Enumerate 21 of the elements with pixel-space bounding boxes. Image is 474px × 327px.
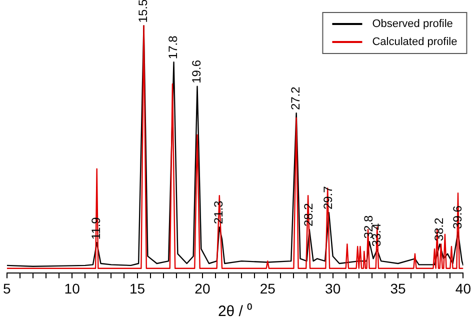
x-axis-title: 2θ / ⁰ (218, 303, 252, 320)
annotation: 29.7 (321, 186, 336, 210)
x-tick-label: 20 (194, 280, 210, 296)
x-tick-label: 35 (390, 280, 406, 296)
legend-label: Calculated profile (372, 36, 458, 48)
annotation: 38.2 (432, 217, 446, 242)
annotation: 27.2 (288, 86, 303, 110)
annotation: 17.8 (166, 35, 180, 60)
annotation: 39.6 (450, 205, 464, 229)
annotation: 15.5 (136, 0, 150, 23)
legend-label: Observed profile (372, 18, 453, 30)
x-tick-label: 5 (2, 280, 11, 296)
annotation: 19.6 (190, 60, 204, 84)
x-tick-label: 15 (129, 280, 146, 296)
x-tick-label: 30 (325, 280, 341, 296)
annotation: 21.3 (212, 200, 226, 224)
x-tick-label: 25 (260, 280, 276, 296)
x-tick-label: 10 (64, 280, 80, 296)
annotation: 28.2 (302, 202, 316, 227)
x-tick-label: 40 (455, 280, 472, 296)
annotation: 11.9 (89, 216, 104, 240)
